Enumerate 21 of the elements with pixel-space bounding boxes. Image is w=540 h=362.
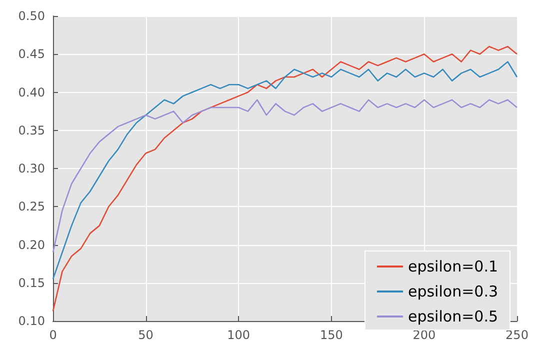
y-tick-label: 0.20 — [18, 238, 45, 252]
x-tick-label: 0 — [49, 328, 57, 342]
legend-label: epsilon=0.3 — [408, 282, 498, 300]
line-series — [52, 61, 518, 280]
y-tick-label: 0.25 — [18, 200, 45, 214]
x-tick-label: 50 — [138, 328, 154, 342]
y-tick-label: 0.10 — [18, 314, 45, 328]
line-series — [52, 46, 518, 312]
x-tick-label: 250 — [506, 328, 528, 342]
legend-label: epsilon=0.5 — [408, 308, 498, 326]
y-tick-label: 0.15 — [18, 276, 45, 290]
y-tick-label: 0.30 — [18, 162, 45, 176]
y-tick-label: 0.35 — [18, 123, 45, 138]
line-series — [52, 99, 518, 254]
y-tick-label: 0.45 — [18, 47, 45, 62]
x-tick-label: 200 — [412, 328, 436, 342]
x-tick-label: 150 — [320, 328, 343, 342]
y-tick-label: 0.40 — [18, 85, 45, 100]
legend-label: epsilon=0.1 — [408, 258, 498, 276]
y-tick-label: 0.50 — [18, 9, 45, 23]
x-tick-label: 100 — [227, 328, 250, 342]
